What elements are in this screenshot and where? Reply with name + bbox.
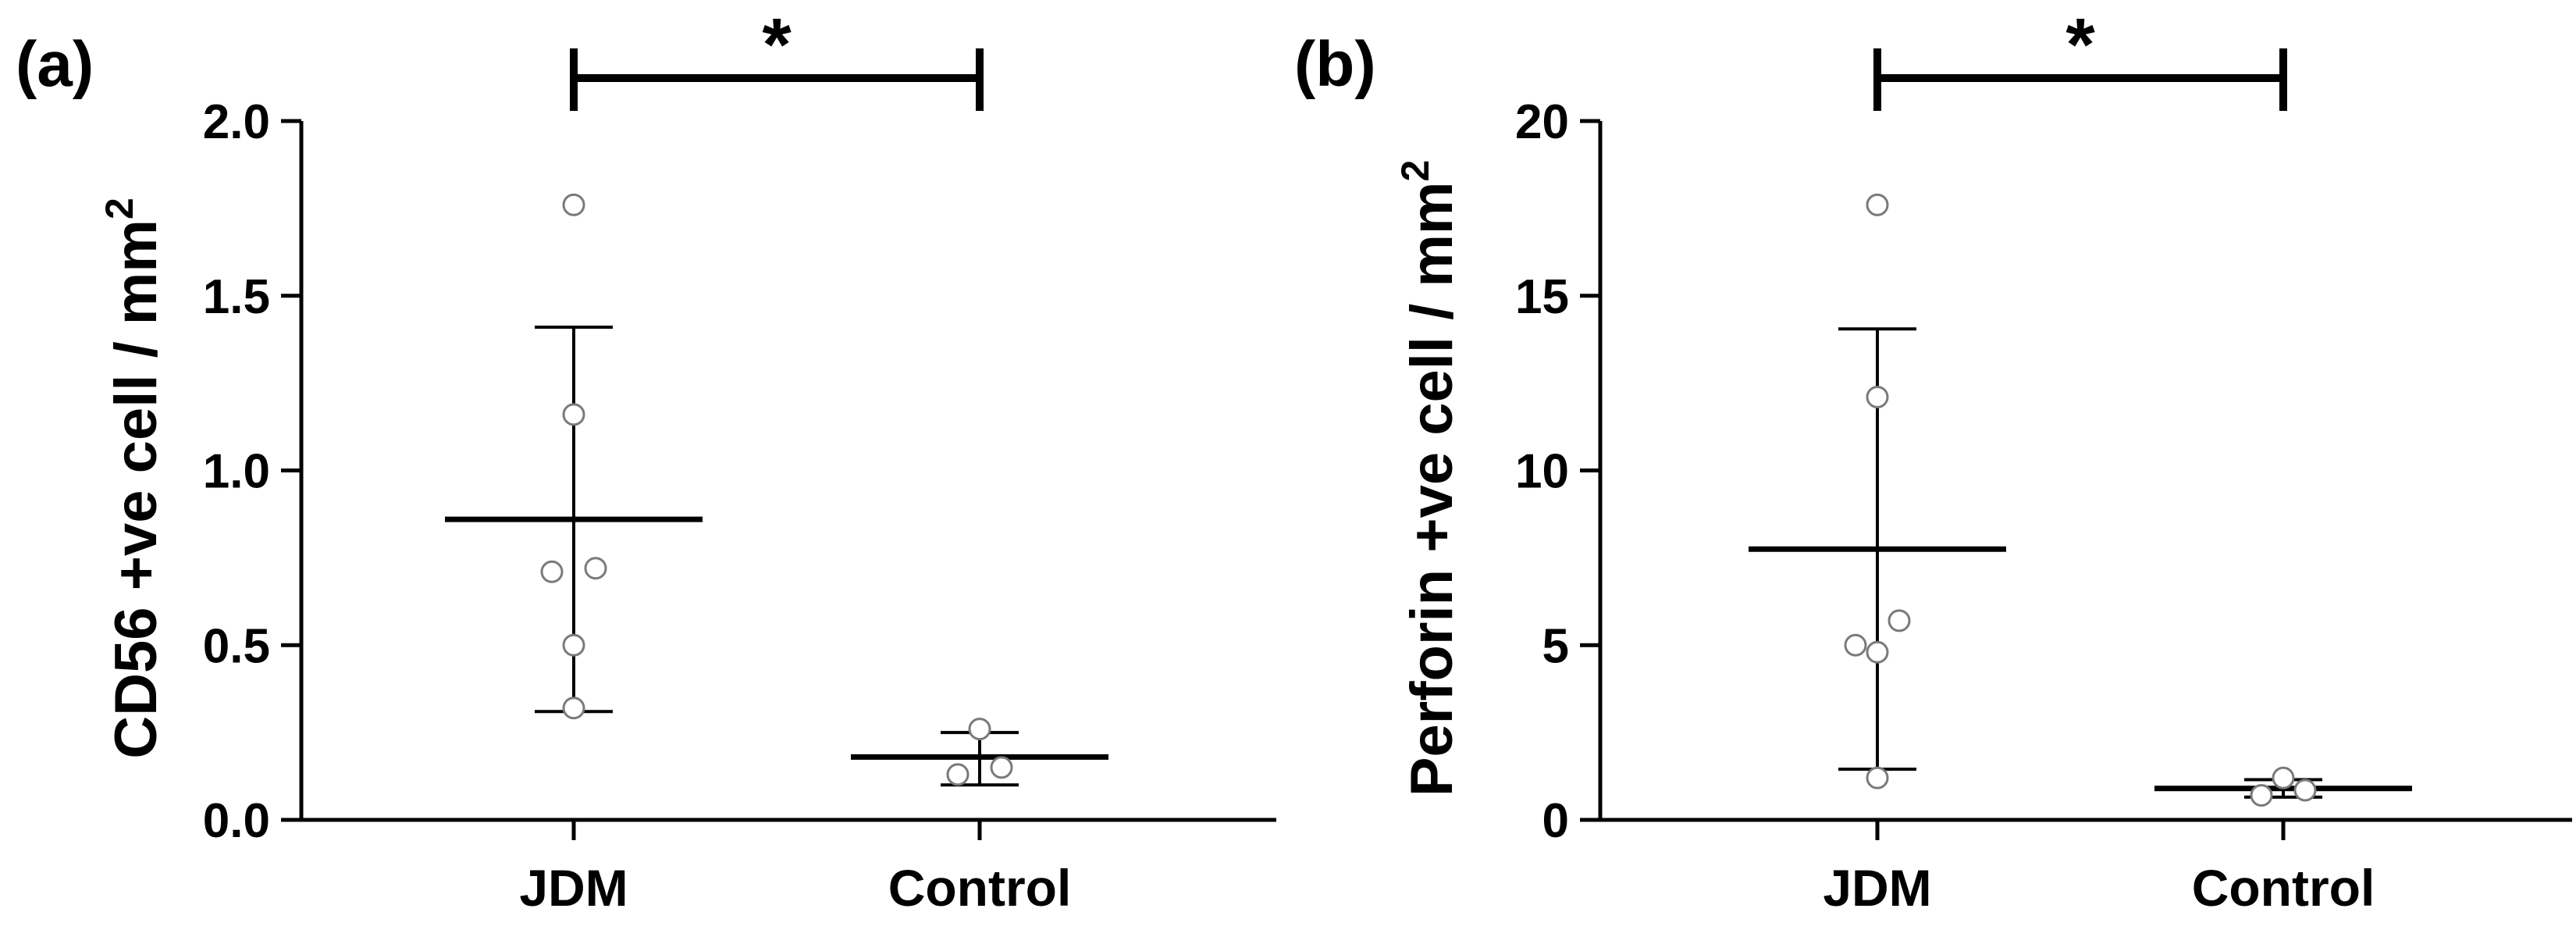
data-point <box>1844 633 1867 657</box>
y-tick-label: 1.0 <box>203 445 270 499</box>
y-axis-title-text: Perforin +ve cell / mm <box>1399 182 1465 797</box>
y-tick-label: 2.0 <box>203 95 270 149</box>
y-axis-title-text: CD56 +ve cell / mm <box>103 219 169 759</box>
x-category-label: JDM <box>519 859 628 917</box>
y-axis-title: CD56 +ve cell / mm2 <box>98 198 169 759</box>
data-point <box>2293 778 2317 802</box>
y-tick-label: 1.5 <box>203 270 270 324</box>
data-point <box>584 557 607 580</box>
x-category-label: JDM <box>1823 859 1931 917</box>
data-point <box>2272 766 2295 789</box>
data-point <box>562 403 585 426</box>
y-tick-label: 5 <box>1542 619 1569 673</box>
data-point <box>968 718 991 741</box>
panel-a: (a) 0.0 0.5 1.0 1.5 2.0 JDM Control CD56 +ve cel… <box>16 3 1276 917</box>
data-point <box>2250 784 2273 807</box>
data-point <box>946 763 970 786</box>
y-tick-label: 0.5 <box>203 619 270 673</box>
panel-label: (a) <box>16 29 94 100</box>
y-tick-label: 0 <box>1542 794 1569 848</box>
data-point <box>562 633 585 657</box>
significance-star: * <box>762 3 792 87</box>
panel-label: (b) <box>1294 29 1376 100</box>
data-point <box>540 560 564 583</box>
y-tick-label: 15 <box>1515 270 1569 324</box>
panel-b: (b) 0 5 10 15 20 JDM Control Perforin +ve cell /… <box>1294 3 2572 917</box>
significance-star: * <box>2065 3 2095 87</box>
data-point <box>1866 640 1889 664</box>
data-point <box>562 697 585 720</box>
data-point <box>562 193 585 216</box>
data-point <box>1866 766 1889 789</box>
x-category-label: Control <box>2192 859 2375 917</box>
y-axis-title-superscript: 2 <box>98 198 141 219</box>
data-point <box>1866 193 1889 216</box>
y-axis-title-superscript: 2 <box>1393 160 1437 182</box>
y-tick-label: 20 <box>1515 95 1569 149</box>
y-axis-title: Perforin +ve cell / mm2 <box>1393 160 1465 797</box>
data-point <box>1866 386 1889 409</box>
data-point <box>1888 609 1911 632</box>
data-point <box>990 756 1013 779</box>
y-tick-label: 0.0 <box>203 794 270 848</box>
y-tick-label: 10 <box>1515 445 1569 499</box>
x-category-label: Control <box>888 859 1072 917</box>
